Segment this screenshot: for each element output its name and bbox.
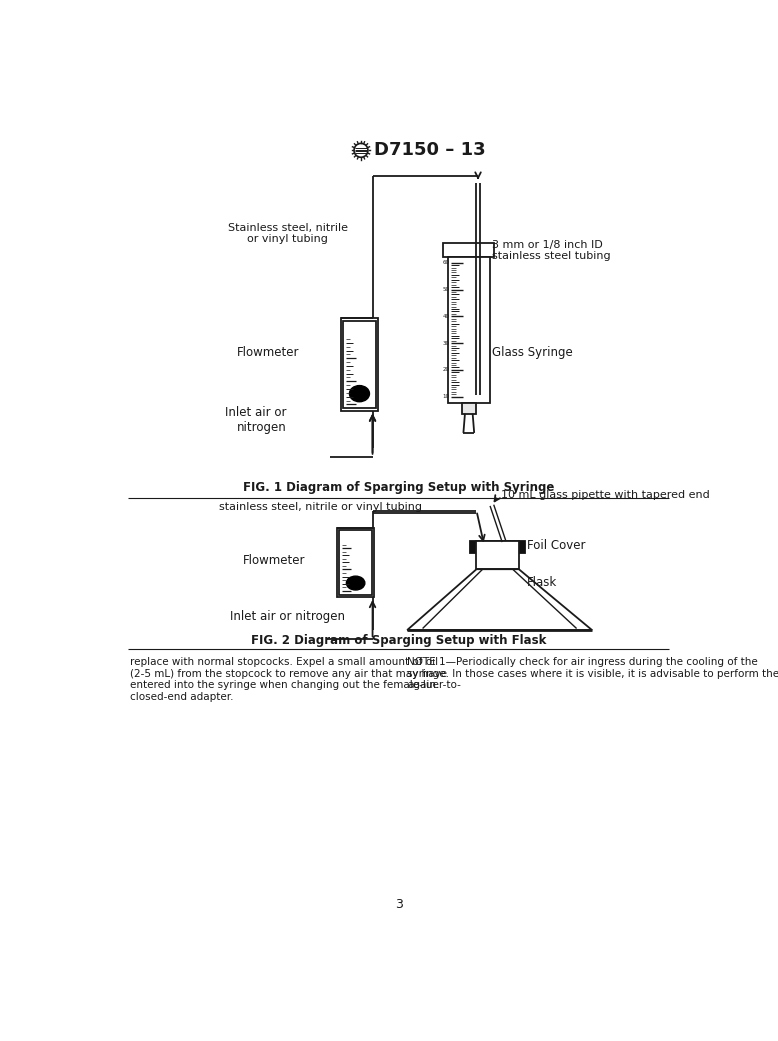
Text: Flowmeter: Flowmeter	[243, 554, 306, 567]
Text: NOTE 1—Periodically check for air ingress during the cooling of the
syringe. In : NOTE 1—Periodically check for air ingres…	[407, 657, 778, 690]
Bar	[343, 321, 376, 408]
Text: D7150 – 13: D7150 – 13	[374, 142, 485, 159]
Text: 3: 3	[394, 898, 403, 912]
Text: Foil Cover: Foil Cover	[527, 539, 585, 552]
Text: 10 mL glass pipette with tapered end: 10 mL glass pipette with tapered end	[501, 490, 710, 501]
Text: FIG. 2 Diagram of Sparging Setup with Flask: FIG. 2 Diagram of Sparging Setup with Fl…	[251, 634, 546, 646]
Text: Flowmeter: Flowmeter	[237, 347, 300, 359]
Text: 10: 10	[443, 395, 450, 400]
Ellipse shape	[346, 576, 365, 590]
Text: stainless steel, nitrile or vinyl tubing: stainless steel, nitrile or vinyl tubing	[219, 502, 422, 512]
Ellipse shape	[349, 385, 370, 402]
Text: replace with normal stopcocks. Expel a small amount of oil
(2-5 mL) from the sto: replace with normal stopcocks. Expel a s…	[130, 657, 461, 702]
Bar	[476, 541, 519, 569]
Text: Inlet air or
nitrogen: Inlet air or nitrogen	[225, 406, 286, 434]
Bar	[471, 541, 525, 553]
Bar	[443, 243, 494, 256]
Text: 40: 40	[443, 313, 450, 319]
Polygon shape	[407, 569, 592, 630]
Text: FIG. 1 Diagram of Sparging Setup with Syringe: FIG. 1 Diagram of Sparging Setup with Sy…	[243, 481, 555, 494]
Text: 3 mm or 1/8 inch ID
stainless steel tubing: 3 mm or 1/8 inch ID stainless steel tubi…	[492, 239, 611, 261]
Bar	[341, 319, 378, 410]
Bar	[462, 403, 475, 413]
Text: 60: 60	[443, 260, 450, 265]
Bar	[337, 528, 374, 596]
Text: 30: 30	[443, 340, 450, 346]
Bar	[339, 530, 372, 594]
Text: 50: 50	[443, 287, 450, 293]
Text: Flask: Flask	[527, 576, 557, 589]
Text: 20: 20	[443, 367, 450, 373]
Bar	[448, 256, 490, 403]
Text: Inlet air or nitrogen: Inlet air or nitrogen	[230, 610, 345, 623]
Text: Glass Syringe: Glass Syringe	[492, 347, 573, 359]
Text: Stainless steel, nitrile
or vinyl tubing: Stainless steel, nitrile or vinyl tubing	[228, 223, 348, 245]
